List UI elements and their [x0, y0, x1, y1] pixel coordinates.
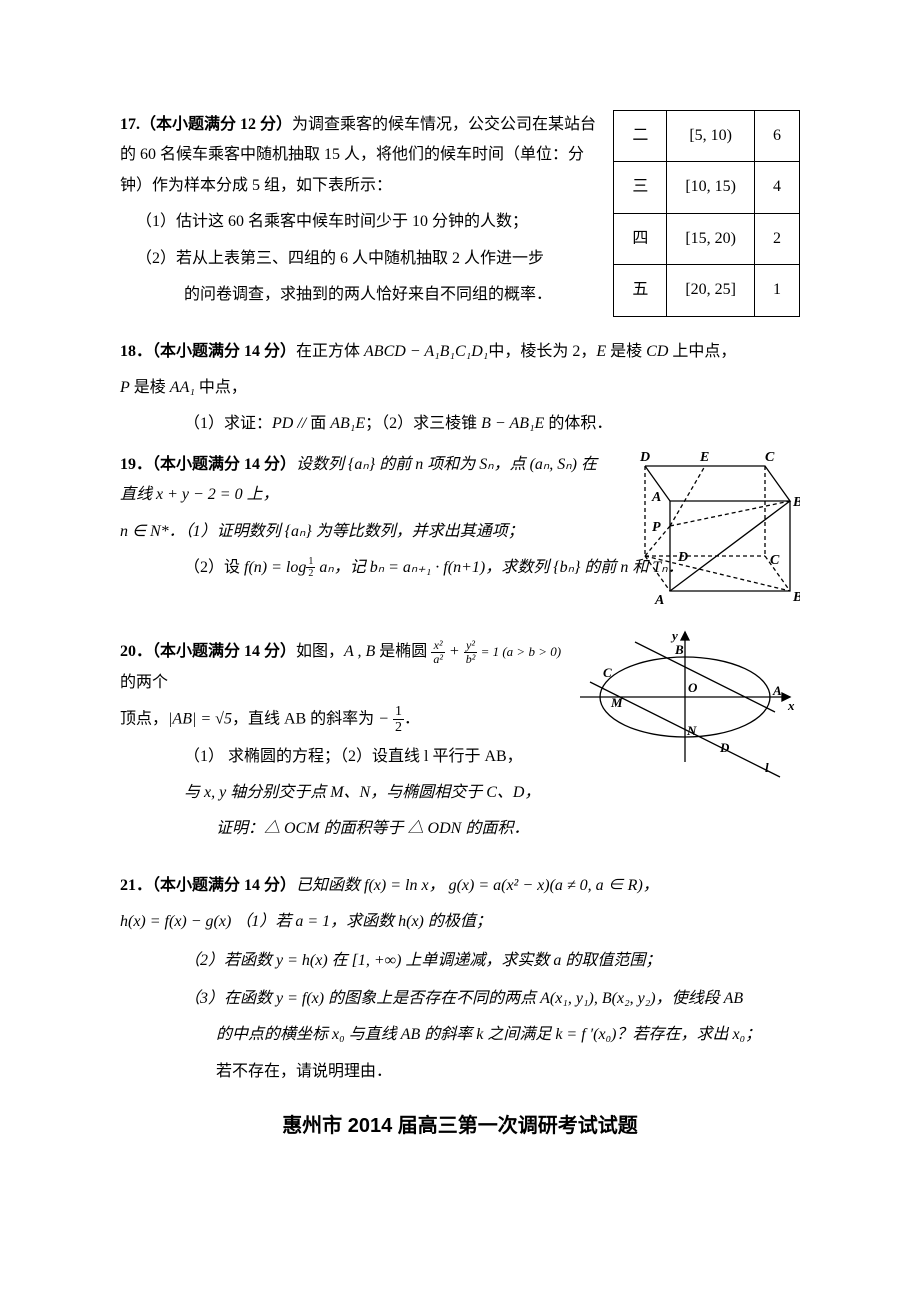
- interval-cell: [15, 20): [667, 213, 755, 264]
- q21-part2: （2）若函数 y = h(x) 在 [1, +∞) 上单调递减，求实数 a 的取…: [120, 946, 800, 976]
- q21-line2: h(x) = f(x) − g(x) （1）若 a = 1，求函数 h(x) 的…: [120, 907, 800, 937]
- svg-text:B: B: [792, 495, 800, 510]
- svg-text:B: B: [792, 590, 800, 605]
- count-cell: 4: [755, 162, 800, 213]
- table-row: 四 [15, 20) 2: [614, 213, 800, 264]
- svg-text:l: l: [765, 760, 769, 775]
- q17-number: 17.（本小题满分 12 分）: [120, 116, 292, 133]
- svg-text:D: D: [719, 740, 730, 755]
- interval-cell: [20, 25]: [667, 265, 755, 316]
- count-cell: 2: [755, 213, 800, 264]
- group-cell: 二: [614, 111, 667, 162]
- footer-title: 惠州市 2014 届高三第一次调研考试试题: [120, 1107, 800, 1145]
- q18-parts: （1）求证：PD // 面 AB₁E；（2）求三棱锥 B − AB₁E 的体积．: [120, 409, 800, 439]
- table-row: 二 [5, 10) 6: [614, 111, 800, 162]
- q21-number: 21．（本小题满分 14 分）: [120, 877, 296, 894]
- svg-text:E: E: [699, 450, 709, 465]
- svg-text:y: y: [670, 628, 678, 643]
- svg-text:x: x: [787, 698, 795, 713]
- svg-text:B: B: [674, 642, 684, 657]
- q20-part3: 证明：△ OCM 的面积等于 △ ODN 的面积．: [120, 814, 800, 844]
- svg-text:A: A: [772, 683, 782, 698]
- table-row: 五 [20, 25] 1: [614, 265, 800, 316]
- q21-part3c: 若不存在，请说明理由．: [120, 1057, 800, 1087]
- table-row: 三 [10, 15) 4: [614, 162, 800, 213]
- group-cell: 四: [614, 213, 667, 264]
- q19-number: 19．（本小题满分 14 分）: [120, 456, 296, 473]
- svg-text:C: C: [770, 553, 780, 568]
- q18-line2: P 是棱 AA₁ 中点，: [120, 373, 800, 403]
- count-cell: 6: [755, 111, 800, 162]
- q21-text: 已知函数 f(x) = ln x， g(x) = a(x² − x)(a ≠ 0…: [296, 877, 659, 894]
- q20-number: 20．（本小题满分 14 分）: [120, 643, 296, 660]
- q18-number: 18．（本小题满分 14 分）: [120, 343, 296, 360]
- svg-text:P: P: [652, 520, 661, 535]
- q18-lead: 18．（本小题满分 14 分）在正方体 ABCD − A₁B₁C₁D₁中，棱长为…: [120, 337, 800, 367]
- q21-part3b: 的中点的横坐标 x₀ 与直线 AB 的斜率 k 之间满足 k = f ′(x₀)…: [120, 1020, 800, 1050]
- svg-text:A: A: [654, 593, 664, 608]
- svg-text:N: N: [686, 723, 697, 738]
- svg-text:C: C: [765, 450, 775, 465]
- count-cell: 1: [755, 265, 800, 316]
- interval-cell: [5, 10): [667, 111, 755, 162]
- svg-text:D: D: [639, 450, 650, 465]
- q21-part3a: （3）在函数 y = f(x) 的图象上是否存在不同的两点 A(x₁, y₁),…: [120, 984, 800, 1014]
- interval-cell: [10, 15): [667, 162, 755, 213]
- group-cell: 三: [614, 162, 667, 213]
- svg-text:C: C: [603, 665, 612, 680]
- svg-text:A: A: [651, 490, 661, 505]
- q21-lead: 21．（本小题满分 14 分）已知函数 f(x) = ln x， g(x) = …: [120, 871, 800, 901]
- group-cell: 五: [614, 265, 667, 316]
- ellipse-figure: y x B C M O A N D l: [575, 627, 800, 793]
- svg-text:O: O: [688, 680, 698, 695]
- svg-text:M: M: [610, 695, 623, 710]
- frequency-table: 二 [5, 10) 6 三 [10, 15) 4 四 [15, 20) 2 五 …: [613, 110, 800, 317]
- cube-figure: D E C A B P D C A B: [610, 446, 800, 627]
